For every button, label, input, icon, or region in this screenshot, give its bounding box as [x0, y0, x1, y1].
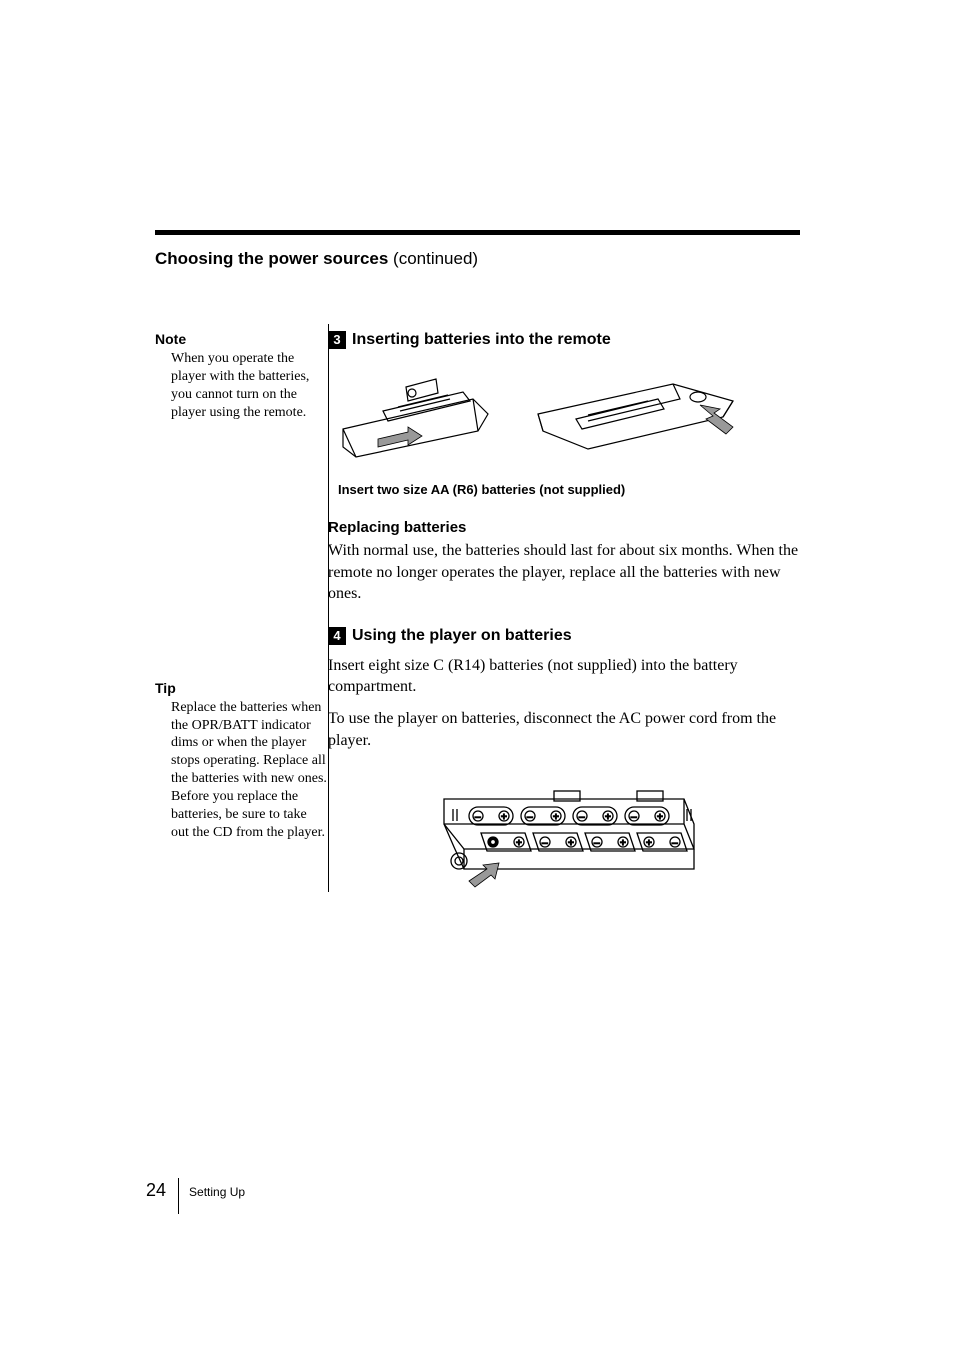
replacing-subhead: Replacing batteries [328, 519, 800, 536]
step4-number: 4 [328, 627, 346, 645]
replacing-body: With normal use, the batteries should la… [328, 540, 800, 605]
svg-text:+: + [657, 812, 663, 823]
footer-divider [178, 1178, 179, 1214]
svg-text:+: + [568, 838, 574, 849]
svg-text:+: + [605, 812, 611, 823]
note-heading: Note [155, 331, 328, 347]
svg-text:–: – [475, 812, 481, 823]
svg-text:–: – [631, 812, 637, 823]
note-body: When you operate the player with the bat… [171, 350, 328, 422]
section-title-text: Choosing the power sources [155, 249, 388, 268]
section-title-continued: (continued) [388, 249, 478, 268]
header-rule [155, 230, 800, 235]
step4-body2: To use the player on batteries, disconne… [328, 708, 800, 751]
svg-text:–: – [542, 838, 548, 849]
tip-heading: Tip [155, 680, 328, 696]
svg-text:–: – [579, 812, 585, 823]
footer-label: Setting Up [189, 1185, 245, 1199]
remote-illustration [328, 359, 800, 474]
step3-title: Inserting batteries into the remote [352, 331, 611, 349]
step3-number: 3 [328, 331, 346, 349]
sidebar: Note When you operate the player with th… [155, 331, 328, 904]
tip-block: Tip Replace the batteries when the OPR/B… [155, 680, 328, 842]
step4-head: 4 Using the player on batteries [328, 627, 800, 645]
main-content: 3 Inserting batteries into the remote [328, 331, 800, 904]
page-number: 24 [146, 1180, 166, 1201]
section-title: Choosing the power sources (continued) [155, 249, 800, 269]
battery-compartment-illustration: – + – + – + – + [328, 769, 800, 904]
svg-text:–: – [594, 838, 600, 849]
svg-text:+: + [501, 812, 507, 823]
svg-text:+: + [516, 838, 522, 849]
svg-text:+: + [620, 838, 626, 849]
step4-body1: Insert eight size C (R14) batteries (not… [328, 655, 800, 698]
remote-caption: Insert two size AA (R6) batteries (not s… [338, 482, 800, 497]
sidebar-divider [328, 324, 329, 892]
step4-title: Using the player on batteries [352, 627, 572, 645]
svg-text:+: + [646, 838, 652, 849]
note-block: Note When you operate the player with th… [155, 331, 328, 422]
page-footer: 24 Setting Up [146, 1172, 245, 1208]
svg-text:–: – [672, 838, 678, 849]
svg-text:–: – [527, 812, 533, 823]
svg-text:+: + [553, 812, 559, 823]
step3-head: 3 Inserting batteries into the remote [328, 331, 800, 349]
tip-body: Replace the batteries when the OPR/BATT … [171, 699, 328, 842]
